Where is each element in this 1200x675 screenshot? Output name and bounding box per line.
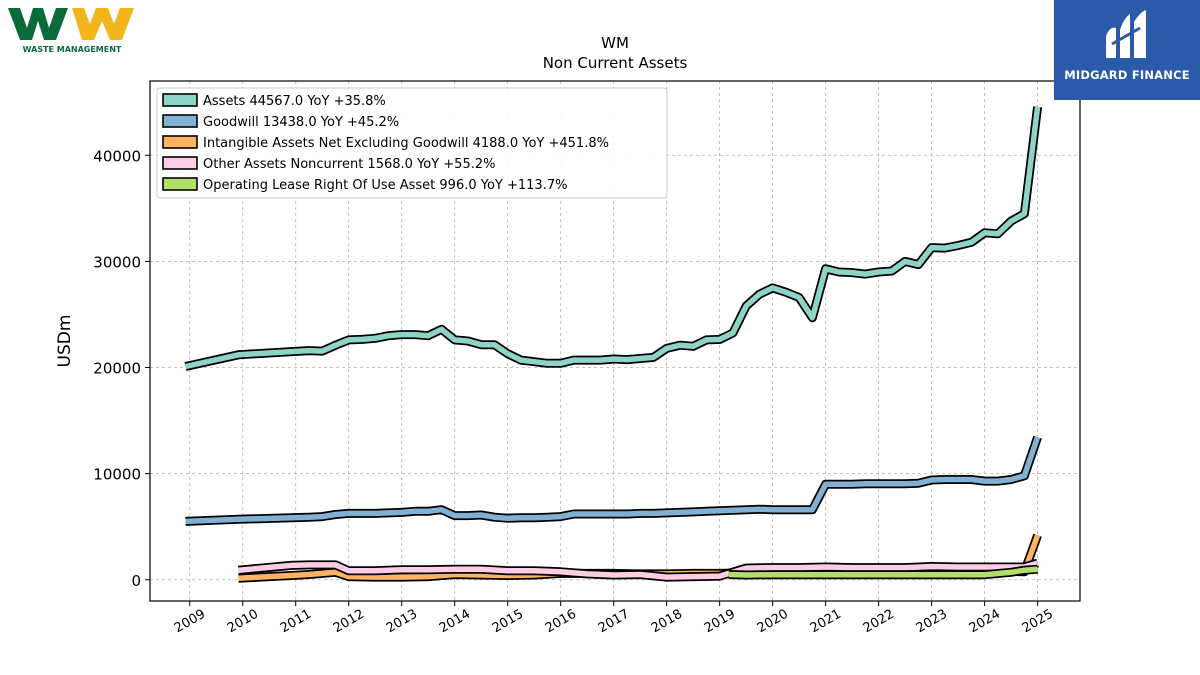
- midgard-logo-text: MIDGARD FINANCE: [1064, 68, 1190, 82]
- y-tick-label: 20000: [93, 360, 141, 378]
- midgard-finance-logo: MIDGARD FINANCE: [1054, 0, 1200, 100]
- x-tick-label: 2021: [808, 607, 844, 637]
- series-outline: [185, 435, 1042, 526]
- x-tick-label: 2019: [702, 607, 738, 637]
- legend-swatch: [162, 135, 198, 149]
- x-tick-label: 2018: [649, 607, 685, 637]
- x-tick-label: 2024: [967, 607, 1003, 637]
- x-tick-label: 2020: [755, 607, 791, 637]
- x-tick-label: 2013: [384, 607, 420, 637]
- x-tick-label: 2017: [596, 607, 632, 637]
- plot-frame: [149, 80, 1081, 602]
- y-tick-label: 0: [131, 572, 141, 590]
- series-goodwill: [185, 435, 1042, 526]
- series-line: [185, 436, 1041, 525]
- wm-logo-icon: WASTE MANAGEMENT: [8, 8, 134, 54]
- x-tick-label: 2009: [172, 607, 208, 637]
- y-axis-label: USDm: [55, 315, 75, 368]
- legend: Assets 44567.0 YoY +35.8% Goodwill 13438.…: [156, 87, 668, 199]
- x-tick-label: 2022: [861, 607, 897, 637]
- x-tick-label: 2016: [543, 607, 579, 637]
- legend-entry: Other Assets Noncurrent 1568.0 YoY +55.2…: [203, 157, 495, 172]
- series-line: [238, 560, 1039, 580]
- x-tick-label: 2011: [278, 607, 314, 637]
- midgard-emblem-icon: [1106, 10, 1146, 58]
- x-tick-label: 2010: [225, 607, 261, 637]
- series-line: [728, 566, 1038, 578]
- legend-entry: Goodwill 13438.0 YoY +45.2%: [203, 115, 399, 130]
- legend-entry: Assets 44567.0 YoY +35.8%: [203, 94, 386, 109]
- y-tick-label: 10000: [93, 466, 141, 484]
- waste-management-logo: WASTE MANAGEMENT: [6, 6, 138, 56]
- x-tick-label: 2012: [331, 607, 367, 637]
- series-assets: [184, 106, 1043, 371]
- series-line: [184, 106, 1041, 370]
- legend-swatch: [162, 93, 198, 107]
- x-tick-label: 2023: [914, 607, 950, 637]
- series-layer: [184, 106, 1043, 583]
- legend-box: [156, 87, 668, 199]
- chart-title: WM: [601, 34, 629, 52]
- series-operating-lease-right-of-use-asset: [728, 564, 1038, 580]
- chart-subtitle: Non Current Assets: [543, 54, 688, 72]
- x-tick-label: 2025: [1020, 607, 1056, 637]
- y-tick-label: 30000: [93, 253, 141, 271]
- x-tick-label: 2015: [490, 607, 526, 637]
- legend-swatch: [162, 156, 198, 170]
- x-tick-label: 2014: [437, 607, 473, 637]
- legend-swatch: [162, 177, 198, 191]
- y-tick-label: 40000: [93, 147, 141, 165]
- wm-logo-text: WASTE MANAGEMENT: [23, 45, 122, 54]
- legend-entry: Intangible Assets Net Excluding Goodwill…: [203, 136, 609, 151]
- series-other-assets-noncurrent: [238, 558, 1039, 582]
- legend-entry: Operating Lease Right Of Use Asset 996.0…: [203, 178, 567, 193]
- legend-swatch: [162, 114, 198, 128]
